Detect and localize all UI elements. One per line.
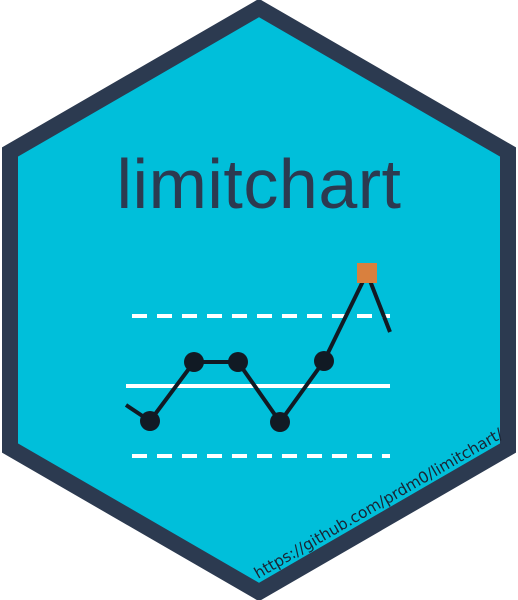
out-of-control-point bbox=[357, 263, 377, 283]
chart-point bbox=[270, 412, 290, 432]
chart-point bbox=[314, 351, 334, 371]
control-chart-icon bbox=[124, 263, 392, 458]
series-line bbox=[124, 271, 392, 424]
chart-point bbox=[140, 411, 160, 431]
chart-point bbox=[184, 352, 204, 372]
chart-point bbox=[228, 352, 248, 372]
package-title: limitchart bbox=[116, 145, 401, 223]
